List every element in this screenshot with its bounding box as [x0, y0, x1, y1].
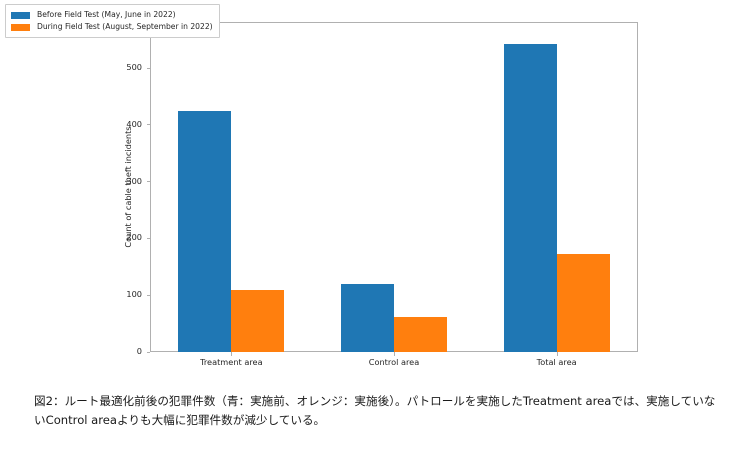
y-tick-label: 100	[126, 289, 142, 300]
legend-swatch-before	[11, 11, 30, 19]
legend-item: Before Field Test (May, June in 2022)	[11, 9, 213, 21]
chart-legend: Before Field Test (May, June in 2022) Dur…	[5, 4, 220, 38]
y-tick-label: 200	[126, 232, 142, 243]
legend-item: During Field Test (August, September in …	[11, 21, 213, 33]
x-tick-mark	[556, 352, 558, 356]
legend-label: Before Field Test (May, June in 2022)	[37, 10, 176, 19]
x-tick-label: Total area	[536, 357, 577, 367]
figure-caption: 図2：ルート最適化前後の犯罪件数（青：実施前、オレンジ：実施後）。パトロールを実…	[34, 394, 716, 427]
bar-before	[178, 111, 232, 352]
y-tick-mark	[146, 181, 150, 183]
bar-during	[394, 316, 447, 352]
y-tick-mark	[146, 294, 150, 296]
y-tick-label: 400	[126, 118, 142, 129]
y-tick-label: 0	[136, 346, 142, 356]
bar-during	[231, 289, 285, 352]
figure-bar-chart: Count of cable theft incidents 0 100 200 30…	[5, 4, 638, 367]
x-tick-label: Control area	[368, 357, 420, 367]
bar-during	[556, 254, 610, 352]
x-tick-label: Treatment area	[200, 357, 263, 367]
plot-bars-area	[150, 22, 638, 352]
bar-before	[341, 283, 394, 352]
bar-before	[503, 44, 557, 352]
y-tick-label: 500	[126, 62, 142, 72]
legend-swatch-during	[11, 23, 30, 31]
y-tick-mark	[146, 124, 150, 126]
legend-label: During Field Test (August, September in …	[37, 22, 213, 31]
y-tick-mark	[146, 351, 150, 353]
y-tick-label: 300	[126, 175, 142, 186]
y-tick-mark	[146, 67, 150, 69]
y-tick-mark	[146, 237, 150, 239]
x-tick-mark	[394, 352, 395, 356]
x-tick-mark	[231, 352, 233, 356]
